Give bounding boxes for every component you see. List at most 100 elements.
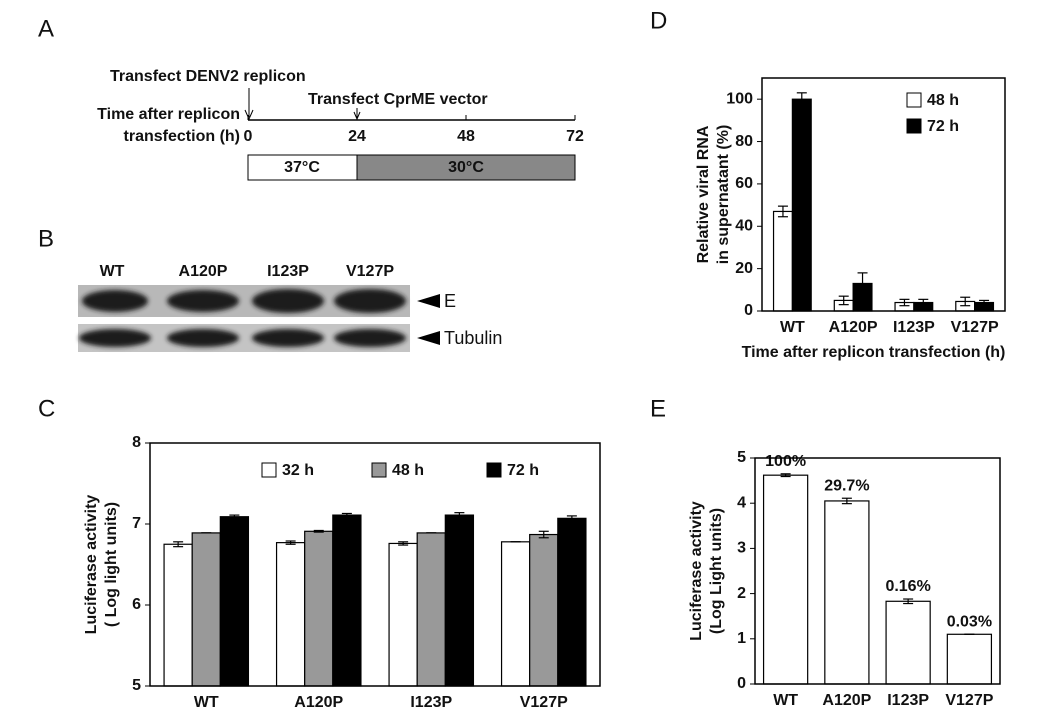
x-tick-label: A120P xyxy=(822,692,871,709)
y-axis-label: ( Log light units) xyxy=(103,502,120,627)
x-tick-label: WT xyxy=(780,319,805,336)
y-tick-label: 3 xyxy=(737,540,746,557)
bar xyxy=(219,516,250,687)
y-tick-label: 4 xyxy=(737,494,746,511)
legend-label: 72 h xyxy=(927,118,959,135)
annotation: 100% xyxy=(765,453,806,470)
y-axis-label: in supernatant (%) xyxy=(715,125,732,265)
error-bar xyxy=(229,514,240,519)
bar xyxy=(946,633,993,685)
bar xyxy=(416,532,446,687)
annotation: 29.7% xyxy=(824,477,869,494)
band-label: E xyxy=(444,291,456,311)
y-tick-label: 60 xyxy=(735,175,753,192)
legend-swatch xyxy=(261,462,277,478)
error-bar xyxy=(918,298,929,307)
error-bar xyxy=(398,541,409,546)
bar xyxy=(444,514,475,687)
y-tick-label: 1 xyxy=(737,630,746,647)
error-bar xyxy=(285,540,296,545)
legend-swatch xyxy=(486,462,502,478)
legend-label: 72 h xyxy=(507,462,539,479)
temp-label: 30°C xyxy=(448,159,484,176)
bar xyxy=(275,542,306,687)
bar xyxy=(557,517,587,687)
axis-label: Time after replicon xyxy=(97,106,240,123)
x-tick-label: A120P xyxy=(294,694,343,711)
x-tick-label: I123P xyxy=(887,692,929,709)
bar xyxy=(163,543,193,687)
error-bar xyxy=(899,298,910,307)
bar xyxy=(885,600,931,685)
x-tick-label: V127P xyxy=(520,694,568,711)
legend-label: 48 h xyxy=(392,462,424,479)
error-bar xyxy=(838,295,849,306)
y-tick-label: 5 xyxy=(132,677,141,694)
legend-swatch xyxy=(906,92,922,108)
axis-label: transfection (h) xyxy=(124,128,240,145)
error-bar xyxy=(796,92,807,107)
x-axis-label: Time after replicon transfection (h) xyxy=(742,344,1006,361)
event-label: Transfect CprME vector xyxy=(308,91,488,108)
lane-label: WT xyxy=(100,263,125,280)
bar xyxy=(500,541,531,687)
temp-box xyxy=(356,154,576,181)
bar xyxy=(388,542,418,687)
lane-label: V127P xyxy=(346,263,394,280)
error-bar xyxy=(538,530,549,539)
x-tick-label: WT xyxy=(773,692,798,709)
y-tick-label: 40 xyxy=(735,217,753,234)
y-tick-label: 8 xyxy=(132,434,141,451)
y-axis-label: Relative viral RNA xyxy=(695,125,712,263)
plot-frame xyxy=(754,457,1001,685)
legend-swatch xyxy=(371,462,387,478)
bar xyxy=(332,514,362,687)
blot-bands xyxy=(79,289,406,347)
error-bar xyxy=(341,512,352,518)
event-label: Transfect DENV2 replicon xyxy=(110,68,306,85)
error-bar xyxy=(454,512,465,519)
bar xyxy=(791,98,812,312)
bar xyxy=(762,474,809,685)
panel-label: C xyxy=(38,395,55,422)
legend-swatch xyxy=(906,118,922,134)
timeline-tick-label: 48 xyxy=(457,128,475,145)
timeline-tick-label: 72 xyxy=(566,128,584,145)
x-tick-label: A120P xyxy=(829,319,878,336)
bar xyxy=(824,500,870,685)
plot-frame xyxy=(761,77,1006,312)
bar xyxy=(191,532,221,687)
annotation: 0.03% xyxy=(947,613,992,630)
y-tick-label: 80 xyxy=(735,133,753,150)
panel-label: E xyxy=(650,395,666,422)
bar xyxy=(529,533,559,687)
band-arrow xyxy=(417,331,440,345)
error-bar xyxy=(979,299,990,306)
error-bar xyxy=(313,529,324,533)
y-tick-label: 6 xyxy=(132,596,141,613)
y-tick-label: 7 xyxy=(132,515,141,532)
error-bar xyxy=(780,473,791,478)
error-bar xyxy=(173,541,184,548)
bar xyxy=(304,530,334,687)
y-tick-label: 0 xyxy=(744,302,753,319)
band-label: Tubulin xyxy=(444,328,502,348)
panel-label: B xyxy=(38,225,54,252)
panel-label: A xyxy=(38,15,54,42)
y-tick-label: 20 xyxy=(735,260,753,277)
y-axis-label: (Log Light units) xyxy=(708,508,725,634)
arrow-head xyxy=(244,109,254,121)
y-tick-label: 100 xyxy=(726,90,753,107)
x-tick-label: V127P xyxy=(945,692,993,709)
x-tick-label: I123P xyxy=(893,319,935,336)
error-bar xyxy=(841,497,852,505)
x-tick-label: V127P xyxy=(951,319,999,336)
plot-frame xyxy=(149,442,601,687)
lane-label: I123P xyxy=(267,263,309,280)
temp-label: 37°C xyxy=(284,159,320,176)
annotation: 0.16% xyxy=(885,578,930,595)
lane-label: A120P xyxy=(179,263,228,280)
timeline-tick-label: 24 xyxy=(348,128,366,145)
y-tick-label: 0 xyxy=(737,675,746,692)
